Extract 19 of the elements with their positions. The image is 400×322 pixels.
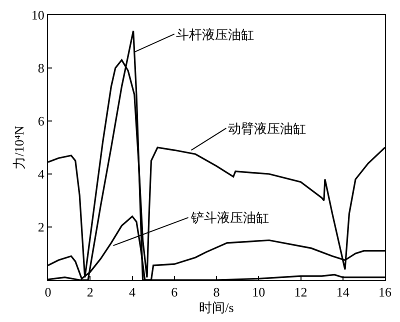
x-tick-label: 4 bbox=[129, 284, 136, 300]
y-axis-title: 力/10⁴N bbox=[11, 125, 26, 170]
x-tick-label: 0 bbox=[44, 284, 52, 300]
y-tick-label: 8 bbox=[38, 60, 44, 76]
x-tick-label: 8 bbox=[213, 284, 220, 300]
annotation: 动臂液压油缸 bbox=[228, 121, 306, 136]
x-tick-label: 10 bbox=[252, 284, 266, 300]
annotation: 铲斗液压油缸 bbox=[190, 210, 269, 225]
annotation: 斗杆液压油缸 bbox=[176, 27, 254, 42]
x-tick-label: 14 bbox=[336, 284, 350, 300]
y-tick-label: 2 bbox=[38, 220, 44, 235]
x-axis-title: 时间/s bbox=[199, 300, 234, 316]
x-tick-label: 2 bbox=[86, 284, 94, 300]
x-tick-label: 16 bbox=[378, 284, 392, 300]
x-tick-label: 12 bbox=[294, 284, 308, 300]
y-tick-label: 6 bbox=[38, 114, 45, 129]
y-tick-label: 4 bbox=[38, 166, 45, 182]
y-tick-label: 10 bbox=[31, 8, 44, 23]
x-tick-label: 6 bbox=[171, 284, 178, 300]
